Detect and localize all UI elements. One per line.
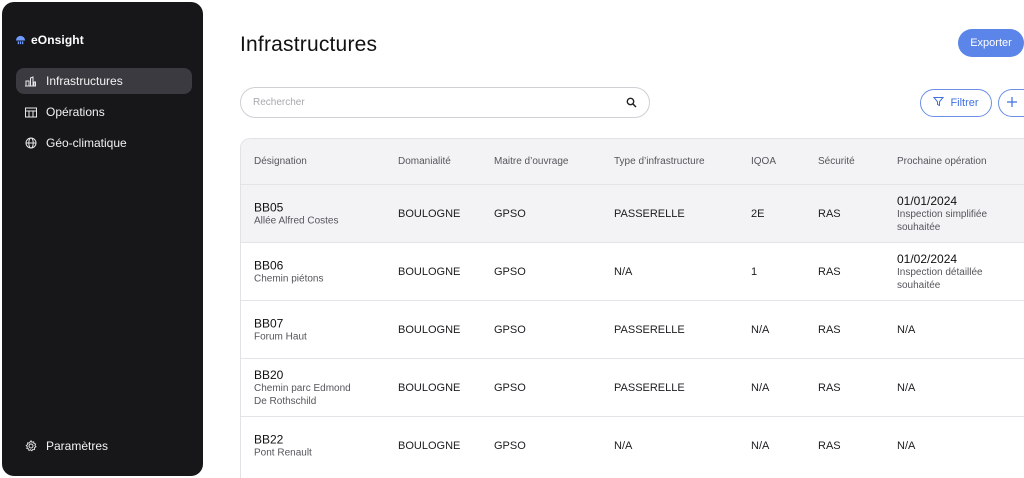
sidebar-item-infrastructures[interactable]: Infrastructures — [16, 68, 192, 94]
sidebar-item-label: Paramètres — [46, 439, 109, 453]
iqoa-cell: 2E — [751, 207, 765, 220]
brand[interactable]: eOnsight — [15, 33, 84, 47]
column-header-type-infrastructure[interactable]: Type d’infrastructure — [614, 156, 705, 167]
sidebar-nav: Infrastructures Opérations Géo-climatiqu… — [16, 68, 192, 161]
infrastructure-name: Forum Haut — [254, 331, 307, 342]
operation-cell: 01/02/2024 Inspection détaillée souhaité… — [897, 252, 983, 292]
sidebar-item-label: Infrastructures — [46, 74, 123, 88]
iqoa-cell: N/A — [751, 439, 770, 452]
brand-logo-icon — [15, 35, 26, 44]
filter-icon — [933, 96, 945, 110]
iqoa-cell: N/A — [751, 323, 770, 336]
iqoa-cell: 1 — [751, 265, 758, 278]
page-title: Infrastructures — [240, 33, 378, 56]
filter-label: Filtrer — [950, 97, 979, 109]
operation-description: souhaitée — [897, 221, 941, 233]
type-cell: N/A — [614, 439, 633, 452]
sidebar-bottom: Paramètres — [16, 433, 192, 464]
sidebar-item-operations[interactable]: Opérations — [16, 99, 192, 125]
infrastructure-code: BB22 — [254, 432, 284, 446]
operation-date: 01/02/2024 — [897, 251, 958, 266]
securite-cell: RAS — [818, 439, 841, 452]
infrastructure-name: De Rothschild — [254, 395, 317, 407]
column-header-securite[interactable]: Sécurité — [818, 156, 855, 167]
brand-name: eOnsight — [31, 33, 84, 47]
table-row[interactable]: BB20 Chemin parc Edmond De Rothschild BO… — [241, 358, 1024, 416]
column-header-iqoa[interactable]: IQOA — [751, 156, 777, 167]
search-bar — [240, 87, 650, 118]
operation-description: Inspection simplifiée — [897, 208, 988, 220]
maitre-ouvrage-cell: GPSO — [494, 265, 526, 278]
designation-cell: BB06 Chemin piétons — [254, 258, 323, 285]
sidebar-item-geo-climatique[interactable]: Géo-climatique — [16, 130, 192, 156]
domanialite-cell: BOULOGNE — [398, 265, 461, 278]
operation-cell: N/A — [897, 439, 916, 452]
infrastructure-name: Chemin piétons — [254, 273, 324, 284]
column-header-prochaine-operation[interactable]: Prochaine opération — [897, 156, 987, 167]
infrastructure-name: Allée Alfred Costes — [254, 215, 339, 226]
type-cell: PASSERELLE — [614, 207, 685, 220]
securite-cell: RAS — [818, 381, 841, 394]
infrastructure-code: BB20 — [254, 367, 284, 382]
designation-cell: BB22 Pont Renault — [254, 432, 312, 459]
operation-date: 01/01/2024 — [897, 193, 958, 208]
operation-description: souhaitée — [897, 279, 941, 291]
type-cell: N/A — [614, 265, 633, 278]
domanialite-cell: BOULOGNE — [398, 207, 461, 220]
type-cell: PASSERELLE — [614, 323, 685, 336]
operation-cell: N/A — [897, 381, 916, 394]
domanialite-cell: BOULOGNE — [398, 439, 461, 452]
column-header-domanialite[interactable]: Domanialité — [398, 156, 451, 167]
infrastructure-icon — [24, 75, 37, 88]
type-cell: PASSERELLE — [614, 381, 685, 394]
securite-cell: RAS — [818, 265, 841, 278]
infrastructure-code: BB06 — [254, 258, 284, 272]
table-row[interactable]: BB07 Forum Haut BOULOGNE GPSO PASSERELLE… — [241, 300, 1024, 358]
table-header: Désignation Domanialité Maitre d’ouvrage… — [241, 139, 1024, 184]
maitre-ouvrage-cell: GPSO — [494, 439, 526, 452]
search-icon[interactable] — [626, 97, 637, 108]
maitre-ouvrage-cell: GPSO — [494, 323, 526, 336]
add-button[interactable] — [998, 89, 1024, 117]
operation-cell: N/A — [897, 323, 916, 336]
domanialite-cell: BOULOGNE — [398, 381, 461, 394]
infrastructures-table: Désignation Domanialité Maitre d’ouvrage… — [240, 138, 1024, 478]
table-row[interactable]: BB06 Chemin piétons BOULOGNE GPSO N/A 1 … — [241, 242, 1024, 300]
table-row[interactable]: BB22 Pont Renault BOULOGNE GPSO N/A N/A … — [241, 416, 1024, 474]
export-button[interactable]: Exporter — [958, 29, 1024, 57]
search-input[interactable] — [253, 97, 626, 108]
maitre-ouvrage-cell: GPSO — [494, 207, 526, 220]
calendar-icon — [24, 106, 37, 119]
maitre-ouvrage-cell: GPSO — [494, 381, 526, 394]
filter-button[interactable]: Filtrer — [920, 89, 992, 117]
sidebar: eOnsight Infrastructures Opérations Géo-… — [2, 2, 203, 476]
iqoa-cell: N/A — [751, 381, 770, 394]
designation-cell: BB05 Allée Alfred Costes — [254, 200, 339, 227]
column-header-designation[interactable]: Désignation — [254, 156, 307, 167]
gear-icon — [24, 440, 37, 453]
column-header-maitre-ouvrage[interactable]: Maitre d’ouvrage — [494, 156, 569, 167]
sidebar-item-parametres[interactable]: Paramètres — [16, 433, 192, 459]
designation-cell: BB20 Chemin parc Edmond De Rothschild — [254, 368, 351, 408]
infrastructure-code: BB05 — [254, 200, 284, 214]
securite-cell: RAS — [818, 207, 841, 220]
designation-cell: BB07 Forum Haut — [254, 316, 307, 343]
sidebar-item-label: Géo-climatique — [46, 136, 127, 150]
infrastructure-name: Chemin parc Edmond — [254, 382, 351, 394]
operation-description: Inspection détaillée — [897, 266, 983, 278]
table-row[interactable]: BB05 Allée Alfred Costes BOULOGNE GPSO P… — [241, 184, 1024, 242]
domanialite-cell: BOULOGNE — [398, 323, 461, 336]
sidebar-item-label: Opérations — [46, 105, 105, 119]
operation-cell: 01/01/2024 Inspection simplifiée souhait… — [897, 194, 987, 234]
globe-icon — [24, 137, 37, 150]
securite-cell: RAS — [818, 323, 841, 336]
infrastructure-name: Pont Renault — [254, 447, 312, 458]
infrastructure-code: BB07 — [254, 316, 284, 330]
plus-icon — [1006, 96, 1018, 111]
